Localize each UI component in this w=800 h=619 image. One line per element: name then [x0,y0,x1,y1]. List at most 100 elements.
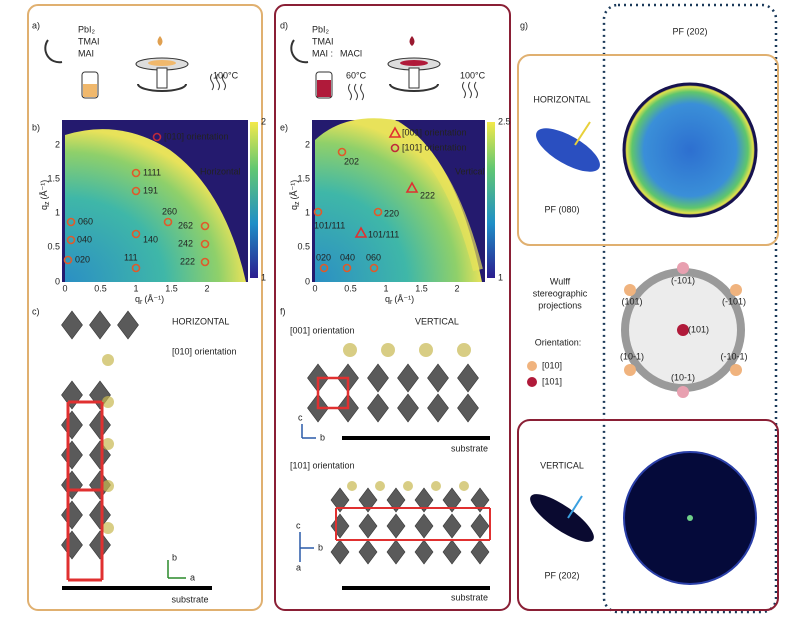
octahedron [470,487,490,513]
y-tick-label: 0 [305,276,310,286]
axis-label-part: r [390,299,393,306]
reagent: TMAI [312,36,334,46]
molecule [431,481,441,491]
molecule [102,396,114,408]
peak-marker [342,263,352,273]
peak-label: 260 [162,206,177,216]
molecule [459,481,469,491]
octahedron [414,487,434,513]
legend-label: [001] orientation [402,127,467,137]
axis-arrows [299,532,314,562]
octahedron [397,393,419,423]
octahedron [470,539,490,565]
molecule [102,522,114,534]
axis-label-part: r [140,299,143,306]
x-tick-label: 1 [383,283,388,293]
colorbar-tick-label: 1 [498,272,503,282]
y-tick-label: 0 [55,276,60,286]
octahedron [367,393,389,423]
peak-label: 140 [143,234,158,244]
direction-label: VERTICAL [415,316,459,326]
labels: a) b) c) d) e) f) g) PbI₂ TMAI MAI 100°C PbI₂ TMAI MA… [32,20,748,604]
unit-cell [316,376,350,410]
panel-label: a) [32,20,40,30]
axis-label-part: q [289,205,299,210]
panel-label: e) [280,122,288,132]
octahedron [61,380,83,410]
octahedron [457,393,479,423]
axis-label-part: q [385,294,390,304]
octahedron [442,487,462,513]
peak-marker [63,255,73,265]
octahedron [386,487,406,513]
unit-cell [66,400,104,582]
legend-label: [101] [542,376,562,386]
dotted-frame [602,3,778,614]
y-axis-label: qz(Å⁻¹) [289,180,300,210]
colorbar-tick-label: 2.5 [498,116,511,126]
direction-label: Vertical [455,166,485,176]
panel-frame [517,54,779,246]
direction-label: HORIZONTAL [172,316,229,326]
wulff-title: projections [538,300,582,310]
pole-label: (10-1) [620,351,644,361]
pole-label: (-101) [722,296,746,306]
x-tick-label: 0.5 [344,283,357,293]
peak-marker [200,257,210,267]
pole-label: (101) [688,324,709,334]
substrate-label: substrate [451,592,488,602]
molecule [343,343,357,357]
octahedron [358,513,378,539]
direction-label: HORIZONTAL [533,94,590,104]
substrate-bar [342,586,490,590]
x-tick-label: 2 [204,283,209,293]
peak-label: 191 [143,185,158,195]
octahedron [61,500,83,530]
peak-label: 202 [344,156,359,166]
molecule [403,481,413,491]
y-tick-label: 1.5 [47,173,60,183]
octahedron [470,513,490,539]
octahedron [427,363,449,393]
crystal-structures [61,310,491,582]
substrate-label: substrate [451,443,488,453]
octahedron [330,487,350,513]
orientation-label: [010] orientation [172,346,237,356]
substrate-label: substrate [171,594,208,604]
panel-label: d) [280,20,288,30]
wulff-title: Wulff [550,276,571,286]
peak-label: 060 [78,216,93,226]
reagent: MACl [340,48,362,58]
octahedron [427,393,449,423]
substrate-bar [342,436,490,440]
orientation-label: [001] orientation [290,325,355,335]
colorbar-tick-label: 2 [261,116,266,126]
x-tick-label: 1.5 [415,283,428,293]
x-tick-label: 2 [454,283,459,293]
peak-marker [354,226,368,238]
y-tick-label: 1 [305,207,310,217]
temperature: 100°C [213,70,239,80]
axis-label-part: z [44,201,51,205]
pole-figure-label: PF (202) [544,570,579,580]
octahedron [414,539,434,565]
reagent: PbI₂ [312,24,330,34]
peak-label: 222 [420,190,435,200]
octahedron [89,500,111,530]
octahedron [61,410,83,440]
x-tick-label: 1.5 [165,283,178,293]
peak-label: 222 [180,256,195,266]
pole-label: (101) [621,296,642,306]
panel-frame [274,4,511,611]
pole-label: (10-1) [671,372,695,382]
molecule [457,343,471,357]
axis-label-part: z [294,201,301,205]
octahedron [442,513,462,539]
direction-label: VERTICAL [540,460,584,470]
octahedron [386,539,406,565]
octahedron [386,513,406,539]
peak-marker [66,217,76,227]
peak-marker [131,263,141,273]
peak-marker [66,235,76,245]
